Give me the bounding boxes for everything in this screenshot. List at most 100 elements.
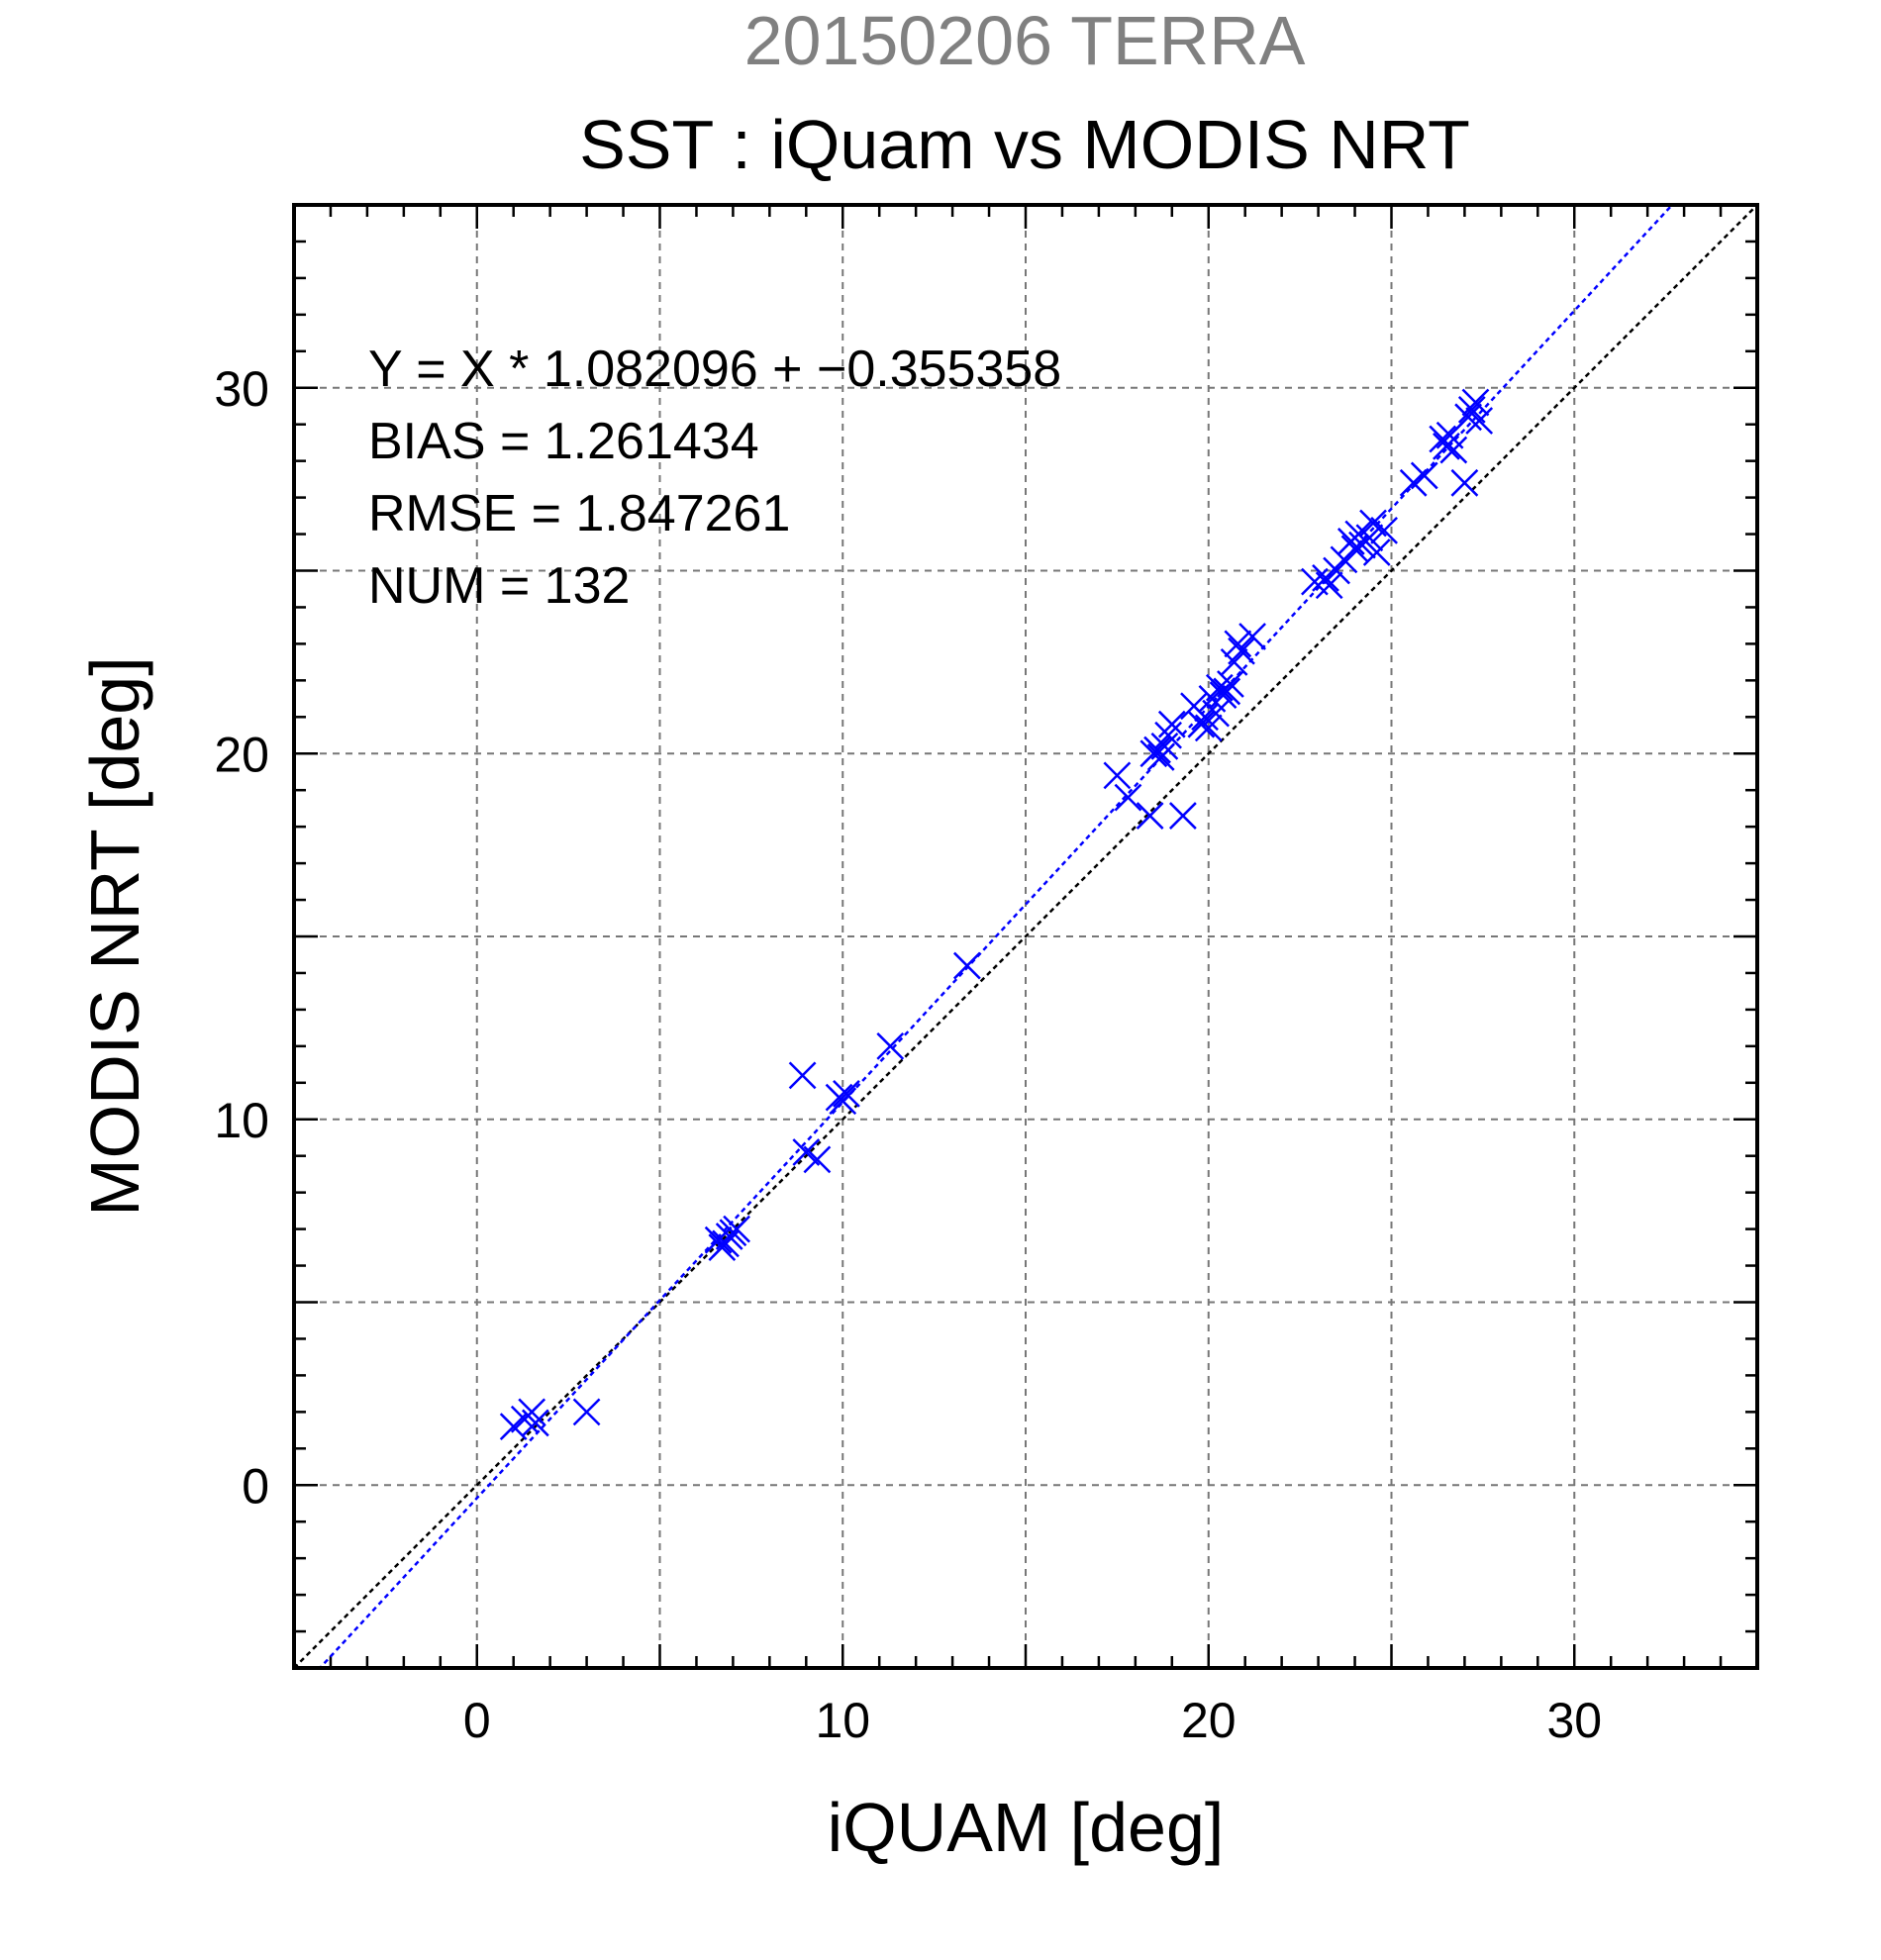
tick-labels: 0 10 20 30 0 10 20 30	[214, 361, 1602, 1748]
data-point	[952, 951, 981, 980]
data-point-stroke	[1157, 710, 1186, 738]
data-point	[1114, 783, 1142, 812]
data-point	[572, 1398, 601, 1426]
x-tick-label: 10	[815, 1693, 870, 1748]
reference-lines	[294, 205, 1757, 1668]
data-point-stroke	[1370, 516, 1398, 544]
data-point-stroke	[1433, 432, 1460, 460]
data-point-stroke	[1410, 461, 1438, 490]
data-point-stroke	[1224, 630, 1252, 658]
data-point-stroke	[1238, 623, 1266, 650]
data-point-stroke	[1187, 710, 1216, 738]
data-point	[1187, 710, 1216, 738]
data-point	[1194, 714, 1223, 742]
data-point-stroke	[1362, 539, 1391, 566]
y-tick-label: 10	[214, 1093, 269, 1148]
data-point-stroke	[1202, 699, 1231, 728]
data-point	[704, 1225, 733, 1254]
data-point-stroke	[1461, 388, 1490, 417]
data-point	[1191, 703, 1219, 732]
data-point-stroke	[1146, 743, 1175, 771]
data-point	[1143, 735, 1171, 764]
data-point-stroke	[1143, 735, 1171, 764]
data-point	[1439, 436, 1468, 464]
x-tick-label: 30	[1546, 1693, 1602, 1748]
chart-title: SST : iQuam vs MODIS NRT	[579, 106, 1470, 183]
data-point-stroke	[788, 1061, 817, 1090]
data-point	[1454, 403, 1482, 432]
data-point	[1213, 677, 1241, 706]
chart-suptitle: 20150206 TERRA	[744, 2, 1306, 79]
data-point-stroke	[829, 1087, 857, 1116]
data-point	[1362, 539, 1391, 566]
data-point-stroke	[704, 1225, 733, 1254]
data-point	[1202, 699, 1231, 728]
data-point	[876, 1031, 905, 1060]
x-axis-label: iQUAM [deg]	[828, 1789, 1225, 1866]
data-point	[833, 1080, 860, 1108]
data-point-stroke	[1439, 436, 1468, 464]
data-point-stroke	[1150, 732, 1179, 760]
plot-frame	[292, 203, 1759, 1670]
data-point-stroke	[792, 1138, 821, 1166]
data-point	[1315, 571, 1343, 600]
data-point	[803, 1145, 832, 1174]
data-point-stroke	[1450, 468, 1479, 497]
data-point-stroke	[833, 1080, 860, 1108]
data-point-stroke	[1301, 567, 1329, 596]
y-tick-label: 0	[242, 1458, 269, 1514]
stats-line: NUM = 132	[368, 557, 630, 615]
stats-line: BIAS = 1.261434	[368, 413, 759, 470]
y-tick-label: 20	[214, 727, 269, 782]
data-point-stroke	[1228, 637, 1255, 665]
one-to-one-line	[294, 205, 1757, 1668]
data-point	[1410, 461, 1438, 490]
data-point-stroke	[1169, 802, 1197, 830]
data-point-stroke	[723, 1215, 750, 1243]
data-point-stroke	[1154, 721, 1182, 749]
x-tick-label: 0	[463, 1693, 491, 1748]
y-axis-label: MODIS NRT [deg]	[76, 656, 153, 1216]
data-point-stroke	[1103, 761, 1132, 790]
data-point	[1169, 802, 1197, 830]
data-point	[521, 1409, 549, 1437]
data-point-stroke	[1213, 677, 1241, 706]
data-point-stroke	[518, 1398, 546, 1426]
data-point	[1370, 516, 1398, 544]
data-point	[1154, 721, 1182, 749]
data-point	[1224, 630, 1252, 658]
data-point	[788, 1061, 817, 1090]
data-point	[1205, 673, 1234, 702]
data-point	[1146, 743, 1175, 771]
data-point	[1465, 407, 1494, 435]
data-point-stroke	[803, 1145, 832, 1174]
regression-line	[318, 205, 1674, 1668]
data-point	[1228, 637, 1255, 665]
data-point	[1238, 623, 1266, 650]
data-point	[723, 1215, 750, 1243]
data-point-stroke	[1217, 670, 1244, 698]
data-point-stroke	[1344, 520, 1373, 548]
data-point-stroke	[572, 1398, 601, 1426]
data-point-stroke	[1359, 509, 1387, 538]
data-point-stroke	[1315, 571, 1343, 600]
y-tick-label: 30	[214, 361, 269, 417]
data-point	[1157, 710, 1186, 738]
data-point-stroke	[876, 1031, 905, 1060]
data-point-stroke	[1114, 783, 1142, 812]
data-point-stroke	[1454, 403, 1482, 432]
data-point	[1136, 802, 1164, 830]
data-point	[829, 1087, 857, 1116]
data-point	[1450, 468, 1479, 497]
data-point	[1103, 761, 1132, 790]
data-point	[1433, 432, 1460, 460]
stats-line: Y = X * 1.082096 + −0.355358	[368, 341, 1061, 398]
data-point-stroke	[1194, 714, 1223, 742]
statistics-box: Y = X * 1.082096 + −0.355358 BIAS = 1.261…	[368, 341, 1061, 615]
data-point-stroke	[1465, 407, 1494, 435]
data-point-stroke	[1136, 802, 1164, 830]
data-point-stroke	[952, 951, 981, 980]
data-point-stroke	[1191, 703, 1219, 732]
data-points	[499, 388, 1494, 1441]
